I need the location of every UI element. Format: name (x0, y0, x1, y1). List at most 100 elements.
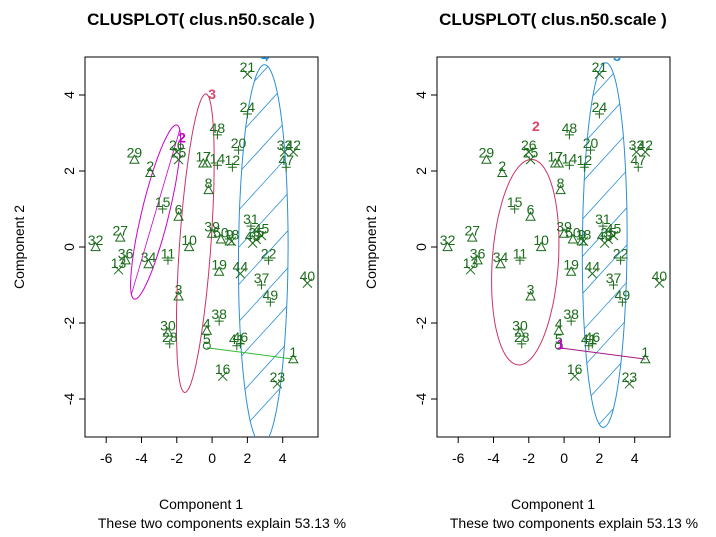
point-marker-triangle (197, 157, 209, 168)
x-tick-label-left-0: -6 (100, 450, 113, 466)
data-point-left-24: 24 (240, 99, 255, 119)
left-panel: CLUSPLOT( clus.n50.scale ) -6 -4 -2 0 2 4-4-2… (0, 10, 346, 531)
point-label: 30 (160, 318, 176, 334)
data-point-left-48: 48 (210, 120, 225, 140)
point-marker-triangle (183, 241, 195, 252)
point-marker-plus (587, 339, 597, 349)
point-marker-triangle (173, 211, 184, 221)
data-point-left-43: 43 (245, 228, 261, 249)
point-label: 2 (498, 158, 506, 174)
point-label: 29 (479, 145, 495, 161)
point-marker-triangle (496, 167, 508, 177)
point-label: 46 (233, 329, 249, 345)
point-label: 26 (521, 137, 537, 153)
x-tick-label-left-2: -2 (171, 450, 184, 466)
point-label: 38 (563, 306, 579, 322)
data-point-right-29: 29 (479, 145, 495, 164)
cluster-ellipse-left-3 (176, 93, 215, 394)
point-label: 39 (204, 219, 220, 235)
point-marker-triangle (558, 228, 570, 238)
point-marker-plus (264, 255, 274, 265)
point-marker-triangle (114, 231, 126, 242)
data-point-right-19: 19 (563, 257, 579, 276)
point-label: 10 (533, 232, 549, 248)
point-marker-cross (465, 264, 476, 275)
data-point-right-47: 47 (630, 152, 646, 172)
plot-content-left: 1234567891011121314151617181920212223242… (0, 17, 315, 477)
point-label: 43 (245, 228, 261, 244)
data-point-right-41: 41 (581, 331, 597, 351)
point-marker-plus (586, 145, 596, 155)
point-marker-plus (510, 204, 520, 214)
point-label: 3 (175, 281, 183, 297)
shade-line (238, 64, 280, 437)
data-point-right-17: 17 (547, 148, 563, 168)
point-marker-cross (608, 230, 619, 241)
data-point-left-33: 33 (277, 137, 292, 157)
point-label: 29 (127, 145, 143, 161)
data-point-left-26: 26 (169, 137, 185, 157)
point-marker-plus (617, 297, 627, 307)
chart-title-right: CLUSPLOT( clus.n50.scale ) (439, 10, 667, 29)
point-label: 32 (88, 232, 104, 248)
chart-title-left: CLUSPLOT( clus.n50.scale ) (87, 10, 315, 29)
cluster-label-right-2: 2 (532, 118, 540, 134)
subtitle-left: These two components explain 53.13 % (98, 515, 346, 531)
point-label: 38 (211, 306, 227, 322)
point-marker-triangle (549, 157, 561, 168)
shade-line (0, 17, 7, 477)
point-marker-triangle (565, 266, 577, 276)
cluster-mark-right-1: 1 (557, 336, 565, 352)
cluster-label-left-3: 3 (208, 86, 216, 102)
plot-content-right: 1234567891011121314151617181920212223242… (440, 17, 716, 477)
point-marker-plus (616, 255, 626, 265)
shade-line (582, 62, 628, 428)
point-marker-triangle (129, 154, 140, 164)
data-point-left-37: 37 (254, 270, 270, 290)
point-label: 22 (613, 245, 629, 261)
data-point-left-40: 40 (300, 268, 315, 288)
point-label: 4 (203, 316, 211, 332)
data-point-left-10: 10 (181, 232, 197, 252)
point-marker-cross (113, 264, 124, 275)
point-marker-triangle (495, 258, 506, 269)
point-marker-triangle (203, 184, 214, 195)
point-marker-triangle (173, 290, 184, 301)
data-point-left-44: 44 (233, 259, 248, 279)
point-label: 27 (113, 223, 129, 239)
point-marker-triangle (206, 228, 218, 238)
point-label: 42 (285, 137, 301, 153)
data-point-right-40: 40 (652, 268, 667, 288)
y-tick-label-left-1: -2 (61, 317, 77, 330)
point-label: 24 (592, 99, 608, 115)
point-label: 17 (547, 148, 563, 164)
y-tick-label-left-2: 0 (61, 243, 77, 251)
point-label: 1 (289, 344, 297, 360)
data-point-left-5: 5 (202, 331, 211, 350)
data-point-right-20: 20 (583, 135, 599, 155)
point-marker-cross (173, 154, 184, 165)
cluster-distance-segment-right-0 (558, 347, 646, 360)
shade-line (653, 17, 716, 477)
data-point-left-14: 14 (210, 150, 225, 170)
point-label: 19 (563, 257, 579, 273)
data-point-left-34: 34 (141, 249, 157, 269)
point-marker-triangle (567, 233, 579, 244)
y-tick-label-left-0: -4 (61, 393, 77, 406)
point-marker-triangle (553, 325, 565, 335)
point-marker-plus (235, 339, 245, 349)
x-tick-label-right-1: -4 (487, 450, 500, 466)
point-label: 12 (577, 152, 593, 168)
point-label: 25 (523, 145, 539, 161)
point-label: 45 (606, 221, 622, 237)
point-marker-triangle (442, 241, 453, 252)
data-point-left-20: 20 (231, 135, 247, 155)
x-tick-label-right-0: -6 (452, 450, 465, 466)
point-label: 31 (243, 211, 259, 227)
point-marker-cross (599, 238, 610, 249)
point-marker-triangle (472, 254, 483, 265)
cluster-ellipse-right-2 (491, 158, 560, 366)
point-label: 5 (203, 331, 211, 347)
data-point-right-39: 39 (556, 219, 572, 238)
point-label: 36 (118, 245, 134, 261)
